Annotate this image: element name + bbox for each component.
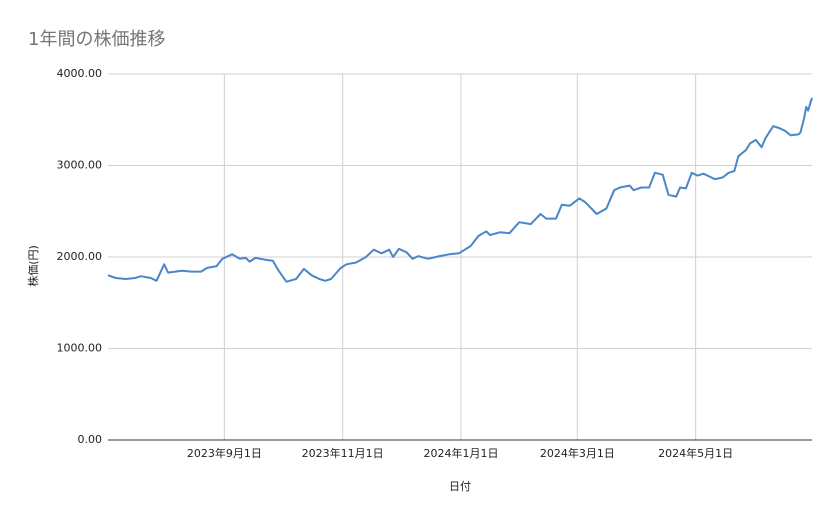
x-axis-title: 日付 [449,480,471,493]
y-tick-label: 2000.00 [57,250,103,263]
y-tick-label: 4000.00 [57,67,103,80]
price-line [107,97,813,283]
chart-title: 1年間の株価推移 [28,29,165,50]
x-tick-label: 2024年3月1日 [540,446,615,460]
y-tick-label: 3000.00 [57,159,103,172]
x-tick-label: 2023年9月1日 [187,446,262,460]
x-tick-label: 2024年1月1日 [423,446,498,460]
x-tick-label: 2024年5月1日 [658,446,733,460]
y-axis-title: 株価(円) [26,245,40,287]
x-tick-label: 2023年11月1日 [302,446,384,460]
y-tick-label: 0.00 [78,433,103,446]
y-tick-label: 1000.00 [57,342,103,355]
